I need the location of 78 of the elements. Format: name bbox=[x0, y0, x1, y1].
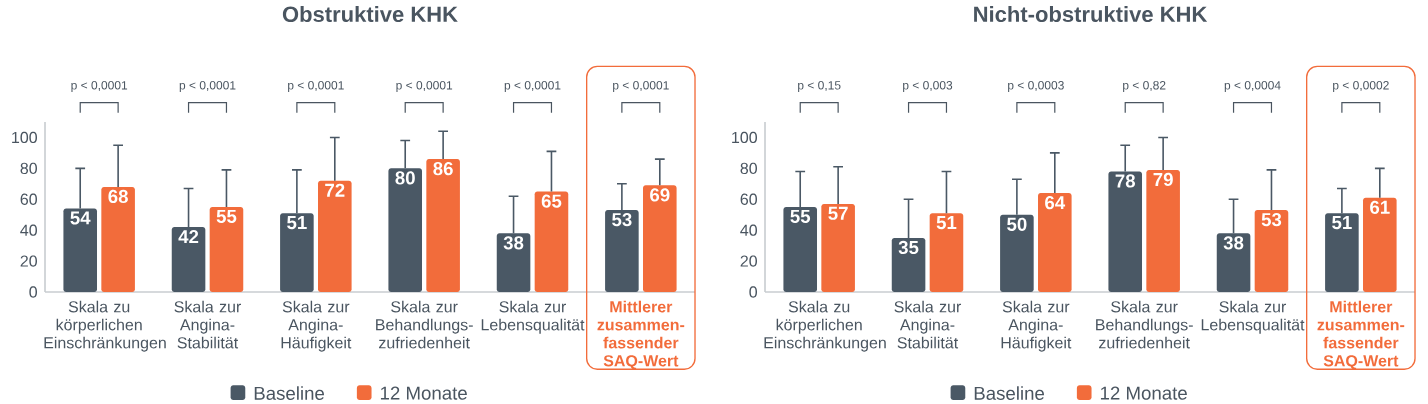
text: p < 0,0001 bbox=[613, 81, 669, 92]
data-label: 51 bbox=[1332, 216, 1352, 230]
text: p < 0,0001 bbox=[504, 81, 561, 92]
text: p < 0,0004 bbox=[1224, 81, 1281, 92]
x-tick-label: Skala zur Angina-Häufigkeit bbox=[281, 300, 352, 352]
data-label: 54 bbox=[70, 211, 91, 225]
x-tick-label: Skala zu körperlichen Einschränkungen bbox=[764, 300, 886, 352]
legend-label: 12 Monate bbox=[1100, 386, 1187, 400]
y-tick-label: 20 bbox=[20, 255, 38, 267]
text: p < 0,0001 bbox=[288, 81, 344, 92]
y-tick-label: 60 bbox=[20, 193, 38, 205]
text: p < 0,82 bbox=[1123, 81, 1166, 92]
y-tick-label: 60 bbox=[740, 193, 758, 205]
data-label: 38 bbox=[1223, 236, 1244, 250]
data-label: 69 bbox=[650, 188, 670, 202]
bar bbox=[643, 185, 677, 292]
bar bbox=[821, 203, 855, 292]
y-tick-label: 40 bbox=[20, 224, 38, 236]
chart-title: Nicht-obstruktive KHK bbox=[974, 5, 1208, 23]
y-tick-label: 40 bbox=[740, 224, 758, 236]
x-tick-label: Skala zur Behandlungs-zufriedenheit bbox=[1096, 300, 1193, 349]
text: p < 0,003 bbox=[903, 81, 953, 92]
text: p < 0,0003 bbox=[1008, 81, 1064, 92]
data-label: 86 bbox=[433, 162, 453, 176]
data-label: 35 bbox=[898, 240, 919, 255]
data-label: 53 bbox=[1261, 213, 1282, 227]
x-tick-label: Skala zur Angina-Stabilität bbox=[174, 300, 242, 349]
x-tick-label: Mittlerer zusammen-fassender SAQ-Wert bbox=[1317, 300, 1405, 370]
data-label: 53 bbox=[612, 213, 632, 227]
data-label: 65 bbox=[541, 194, 562, 208]
x-tick-label: Skala zur Lebensqualität bbox=[481, 300, 585, 334]
data-label: 78 bbox=[1115, 174, 1136, 188]
data-label: 57 bbox=[828, 206, 848, 220]
data-label: 80 bbox=[395, 171, 415, 185]
y-tick-label: 80 bbox=[20, 162, 38, 175]
x-tick-label: Skala zur Lebensqualität bbox=[1201, 300, 1305, 334]
x-tick-label: Skala zur Angina-Stabilität bbox=[894, 300, 962, 349]
data-label: 55 bbox=[216, 209, 237, 223]
y-tick-label: 0 bbox=[749, 286, 758, 298]
text: p < 0,0001 bbox=[396, 81, 453, 92]
y-tick-label: 100 bbox=[12, 131, 37, 144]
text: p < 0,0001 bbox=[71, 81, 128, 92]
bar bbox=[209, 207, 244, 292]
x-tick-label: Skala zur Angina-Häufigkeit bbox=[1001, 300, 1072, 352]
data-label: 68 bbox=[108, 189, 128, 204]
data-label: 50 bbox=[1007, 217, 1027, 231]
x-tick-label: Skala zur Behandlungs-zufriedenheit bbox=[376, 300, 473, 349]
data-label: 38 bbox=[503, 236, 524, 250]
y-tick-label: 100 bbox=[732, 131, 758, 144]
bar bbox=[1146, 169, 1180, 292]
text: p < 0,0001 bbox=[179, 81, 236, 92]
data-label: 61 bbox=[1370, 200, 1390, 214]
data-label: 42 bbox=[178, 230, 199, 244]
bar bbox=[318, 180, 352, 292]
bar bbox=[426, 159, 460, 292]
data-label: 72 bbox=[325, 183, 345, 197]
bar bbox=[534, 191, 569, 292]
x-tick-label: Skala zu körperlichen Einschränkungen bbox=[44, 300, 166, 352]
bar bbox=[1363, 197, 1397, 292]
chart-title: Obstruktive KHK bbox=[282, 5, 458, 23]
x-tick-label: Mittlerer zusammen-fassender SAQ-Wert bbox=[597, 300, 685, 370]
legend-label: 12 Monate bbox=[380, 386, 467, 400]
data-label: 79 bbox=[1153, 172, 1173, 187]
text: p < 0,15 bbox=[798, 81, 841, 92]
data-label: 51 bbox=[936, 216, 957, 230]
y-tick-label: 20 bbox=[740, 255, 758, 267]
data-label: 64 bbox=[1045, 196, 1066, 210]
text: p < 0,0002 bbox=[1333, 81, 1389, 92]
y-tick-label: 0 bbox=[29, 286, 38, 298]
y-tick-label: 80 bbox=[740, 162, 758, 175]
data-label: 55 bbox=[790, 209, 811, 223]
bar bbox=[101, 186, 135, 292]
bar bbox=[1254, 210, 1289, 292]
legend-label: Baseline bbox=[254, 386, 325, 400]
data-label: 51 bbox=[287, 216, 307, 230]
bar bbox=[929, 213, 964, 292]
bar bbox=[1038, 193, 1072, 292]
legend-label: Baseline bbox=[974, 386, 1045, 400]
